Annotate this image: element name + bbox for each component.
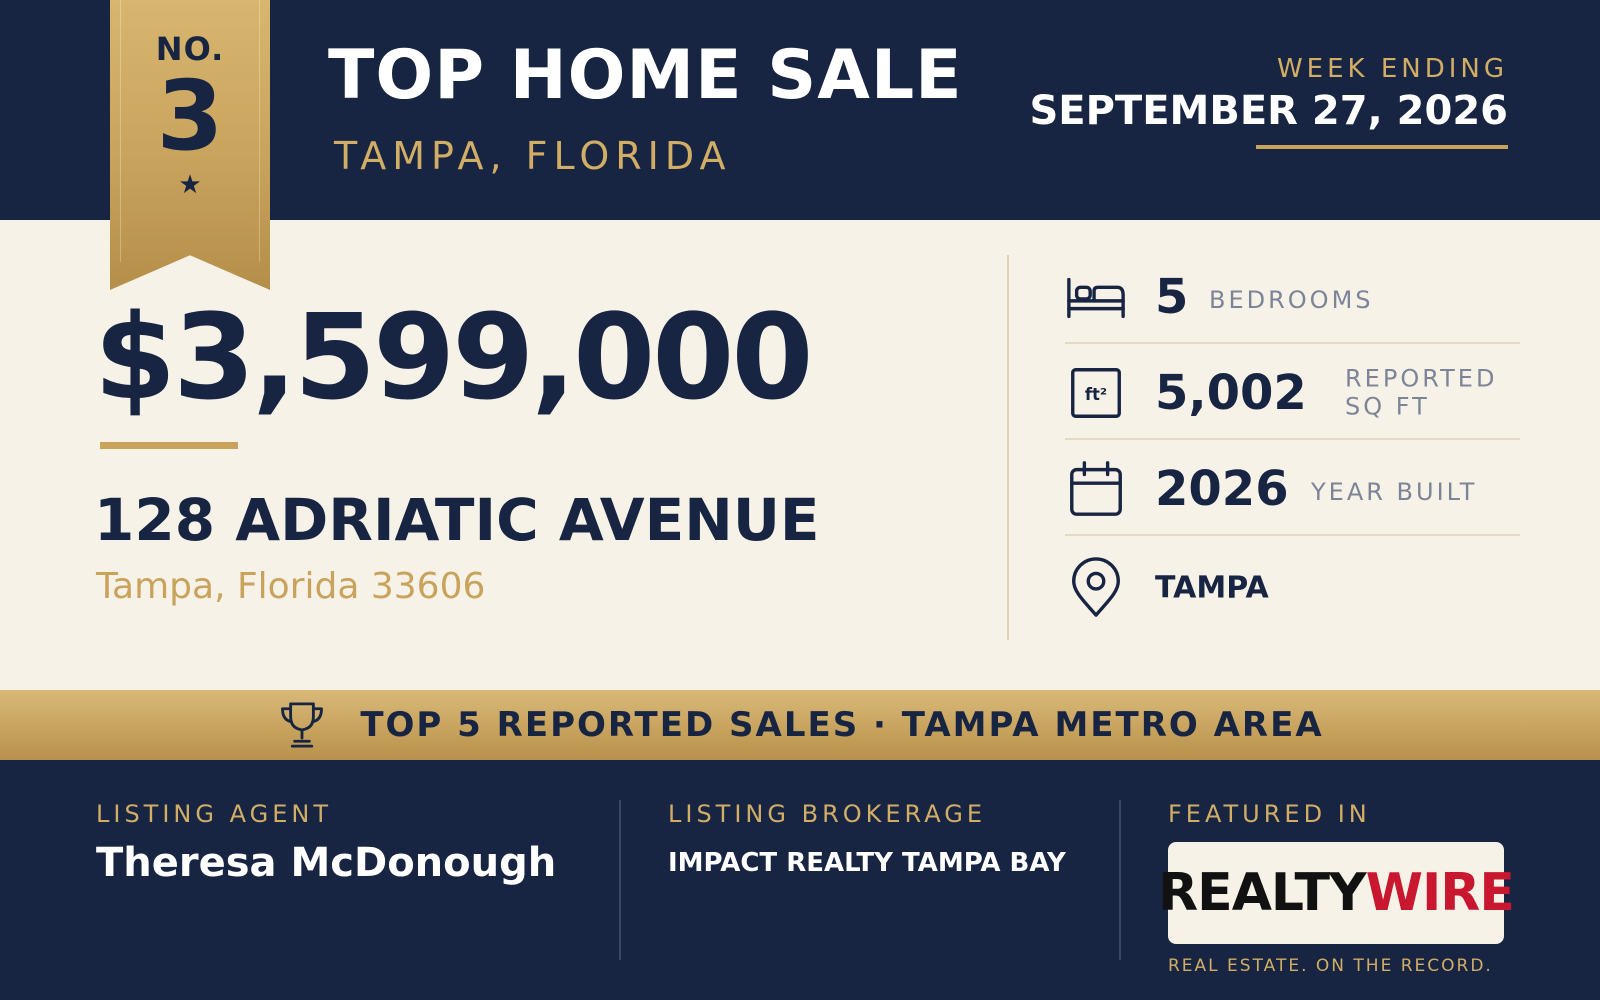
stat-square-feet: ft² 5,002 REPORTED SQ FT [1065,348,1520,440]
logo-text-realty: REALTY [1158,863,1366,923]
svg-text:ft²: ft² [1085,385,1107,404]
price-underline [100,442,238,449]
stat-year-built: 2026 YEAR BUILT [1065,444,1520,536]
realtywire-logo: REALTY WIRE [1158,842,1515,944]
rank-number: 3 [156,60,224,172]
star-icon: ★ [178,170,202,200]
footer-divider [619,800,621,960]
stat-value: 2026 [1155,461,1289,517]
featured-label: FEATURED IN [1168,800,1371,828]
brokerage-name: IMPACT REALTY TAMPA BAY [668,848,1066,878]
stat-label: BEDROOMS [1209,285,1374,314]
calendar-icon [1065,458,1127,520]
week-ending-underline [1256,145,1508,149]
agent-column: LISTING AGENT Theresa McDonough [96,800,556,886]
brokerage-column: LISTING BROKERAGE IMPACT REALTY TAMPA BA… [668,800,1066,878]
logo-tagline: REAL ESTATE. ON THE RECORD. [1168,956,1493,976]
brokerage-label: LISTING BROKERAGE [668,800,986,828]
banner-text: TOP 5 REPORTED SALES · TAMPA METRO AREA [360,705,1324,745]
location-pin-icon [1065,557,1127,619]
stat-bedrooms: 5 BEDROOMS [1065,252,1520,344]
location-city: TAMPA [1155,570,1269,606]
sale-price: $3,599,000 [94,288,813,426]
stat-label: YEAR BUILT [1311,477,1478,506]
bed-icon [1065,266,1127,328]
week-ending-date: SEPTEMBER 27, 2026 [1029,88,1508,134]
page-subtitle: TAMPA, FLORIDA [334,134,732,178]
ribbon-stitch-right [259,0,260,262]
week-ending-label: WEEK ENDING [1276,54,1508,84]
rank-prefix: NO. [155,30,225,68]
agent-name: Theresa McDonough [96,840,557,886]
footer-divider [1119,800,1121,960]
rank-ribbon: NO. 3 ★ [110,0,270,290]
stats-divider [1007,255,1009,640]
page-title: TOP HOME SALE [328,36,963,115]
agent-label: LISTING AGENT [96,800,332,828]
street-address: 128 ADRIATIC AVENUE [94,486,820,554]
featured-column: FEATURED IN REALTY WIRE REAL ESTATE. ON T… [1158,800,1515,976]
stat-location: TAMPA [1065,542,1520,634]
top-sales-banner: TOP 5 REPORTED SALES · TAMPA METRO AREA [0,690,1600,760]
stat-value: 5 [1155,269,1189,325]
trophy-icon [276,699,328,751]
stat-label: REPORTED SQ FT [1345,364,1498,420]
logo-text-wire: WIRE [1365,863,1515,923]
city-state-zip: Tampa, Florida 33606 [96,566,486,607]
footer: LISTING AGENT Theresa McDonough LISTING … [0,760,1600,1000]
square-feet-icon: ft² [1065,362,1127,424]
ribbon-stitch-left [120,0,121,262]
stat-value: 5,002 [1155,365,1307,421]
